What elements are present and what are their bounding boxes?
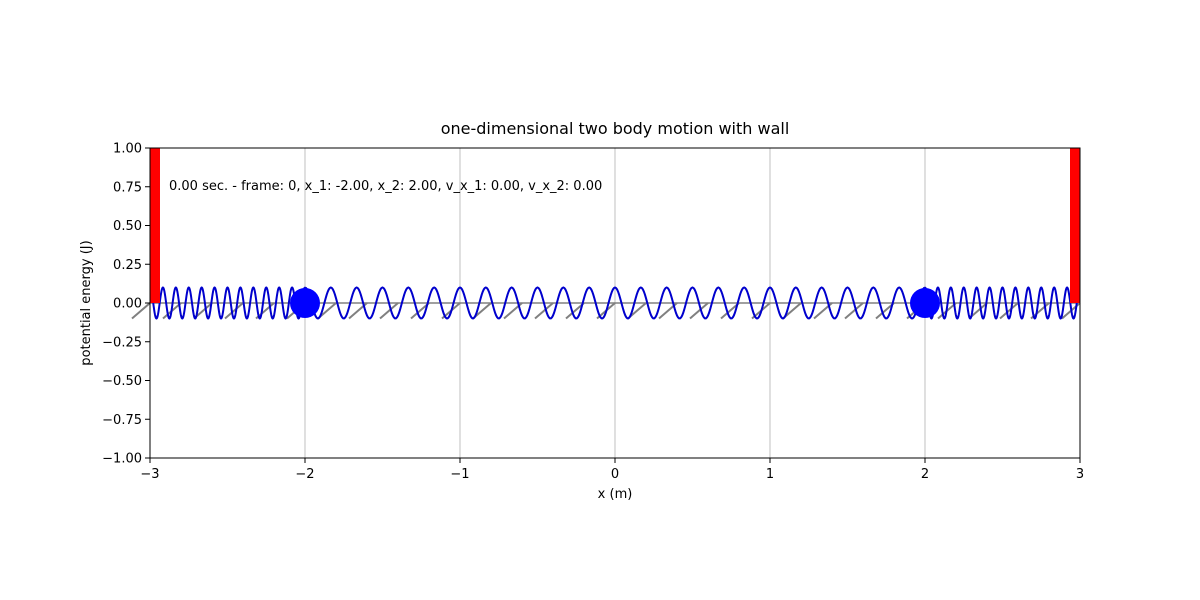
x-axis-ticks: −3 −2 −1 0 1 2 3 xyxy=(140,458,1084,482)
walls xyxy=(150,148,1080,303)
x-tick-label-4: 1 xyxy=(766,467,774,482)
x-tick-label-1: −2 xyxy=(295,467,314,482)
y-axis-ticks: 1.00 0.75 0.50 0.25 0.00 −0.25 −0.50 −0.75 −1.00 xyxy=(102,142,150,467)
y-tick-label-7: −0.75 xyxy=(102,413,142,428)
floor-hatch-line xyxy=(224,302,244,320)
floor-hatch-line xyxy=(689,302,709,320)
bodies xyxy=(290,288,940,318)
x-tick-label-3: 0 xyxy=(611,467,619,482)
body-1 xyxy=(290,288,320,318)
y-tick-label-0: 1.00 xyxy=(113,142,142,157)
y-axis-label: potential energy (J) xyxy=(79,240,94,365)
spring-0 xyxy=(149,286,306,320)
x-tick-label-6: 3 xyxy=(1076,467,1084,482)
y-tick-label-5: −0.25 xyxy=(102,335,142,350)
floor-hatch-line xyxy=(534,302,554,320)
y-tick-label-1: 0.75 xyxy=(113,180,142,195)
floor-hatch-line xyxy=(379,302,399,320)
floor-hatch-line xyxy=(999,302,1019,320)
state-annotation: 0.00 sec. - frame: 0, x_1: -2.00, x_2: 2… xyxy=(169,179,602,194)
body-2 xyxy=(910,288,940,318)
x-tick-label-5: 2 xyxy=(921,467,929,482)
y-tick-label-2: 0.50 xyxy=(113,219,142,234)
floor-hatch-line xyxy=(131,302,151,320)
spring-2 xyxy=(924,286,1081,320)
springs xyxy=(149,286,1081,320)
floor-hatch-line xyxy=(844,302,864,320)
spring-1 xyxy=(304,286,926,320)
chart-title: one-dimensional two body motion with wal… xyxy=(441,119,790,138)
wall-1 xyxy=(1070,148,1080,303)
x-tick-label-0: −3 xyxy=(140,467,159,482)
y-tick-label-3: 0.25 xyxy=(113,258,142,273)
y-tick-label-8: −1.00 xyxy=(102,452,142,467)
wall-0 xyxy=(150,148,160,303)
y-tick-label-4: 0.00 xyxy=(113,297,142,312)
x-axis-label: x (m) xyxy=(598,487,633,502)
x-tick-label-2: −1 xyxy=(450,467,469,482)
y-tick-label-6: −0.50 xyxy=(102,374,142,389)
